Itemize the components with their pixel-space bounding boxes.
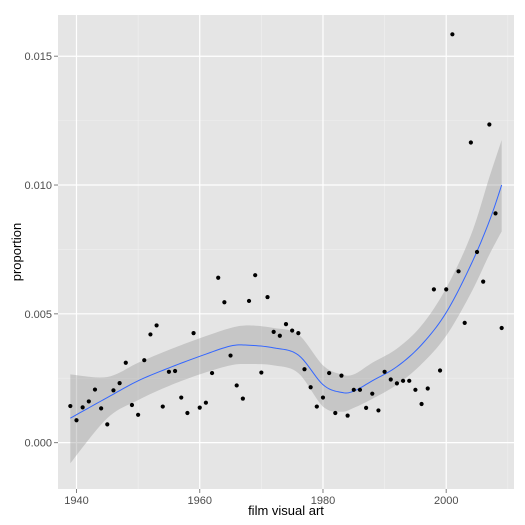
data-point	[129, 402, 135, 408]
data-point	[179, 395, 184, 400]
data-point	[166, 369, 172, 374]
data-point	[437, 368, 443, 373]
smooth-line	[70, 184, 503, 419]
data-point	[388, 377, 393, 382]
data-point	[117, 381, 122, 386]
data-point	[481, 279, 486, 284]
data-point	[99, 406, 104, 411]
data-point	[111, 388, 116, 393]
data-point	[271, 329, 276, 334]
data-point	[68, 403, 73, 409]
data-point	[142, 358, 147, 363]
data-point	[456, 269, 461, 274]
data-point	[259, 370, 264, 375]
data-point	[327, 370, 332, 376]
data-point	[123, 360, 128, 365]
data-point	[92, 387, 98, 392]
data-point	[154, 323, 159, 328]
data-point	[345, 413, 350, 418]
data-point	[376, 408, 381, 413]
data-point	[370, 391, 375, 396]
data-point	[80, 405, 85, 410]
data-point	[209, 370, 215, 376]
data-point	[160, 404, 165, 409]
x-tick-label: 2000	[434, 495, 458, 507]
y-axis-ticks: 0.000 0.005 0.010 0.015	[24, 51, 58, 450]
data-point	[277, 333, 282, 338]
data-point	[253, 273, 258, 278]
data-point	[86, 399, 91, 404]
data-point	[290, 328, 295, 333]
data-point	[148, 332, 153, 337]
data-point	[228, 353, 233, 358]
major-grid	[58, 15, 514, 489]
data-point	[191, 331, 196, 336]
data-point	[493, 211, 498, 216]
data-point	[499, 325, 504, 331]
data-point	[265, 294, 270, 300]
x-axis-ticks: 1940 1960 1980 2000	[64, 489, 458, 507]
data-point	[444, 287, 449, 292]
data-point	[474, 249, 480, 255]
data-point	[314, 404, 319, 409]
data-point	[382, 369, 387, 374]
data-point	[394, 381, 400, 386]
y-tick-label: 0.015	[24, 51, 52, 63]
data-point	[333, 410, 338, 416]
data-point	[407, 378, 412, 383]
plot-panel	[58, 15, 514, 489]
data-point	[105, 422, 110, 427]
y-tick-label: 0.000	[24, 438, 52, 450]
confidence-ribbon	[70, 139, 502, 464]
data-point	[308, 385, 313, 390]
data-point	[419, 401, 424, 407]
data-point	[357, 387, 363, 392]
data-point	[216, 275, 221, 280]
data-point	[468, 140, 473, 145]
data-point	[462, 320, 467, 325]
x-tick-label: 1980	[311, 495, 335, 507]
x-tick-label: 1940	[64, 495, 88, 507]
data-point	[450, 32, 455, 37]
data-point	[246, 298, 252, 304]
data-point	[413, 387, 418, 392]
data-points	[68, 32, 504, 427]
x-tick-label: 1960	[187, 495, 211, 507]
data-point	[185, 410, 190, 416]
data-point	[487, 122, 492, 127]
x-axis-title: film visual art	[248, 503, 324, 518]
minor-grid	[58, 15, 514, 489]
data-point	[234, 383, 239, 388]
data-point	[296, 331, 301, 336]
data-point	[240, 396, 245, 401]
data-point	[320, 395, 326, 400]
data-point	[400, 378, 406, 383]
data-point	[136, 412, 141, 417]
data-point	[172, 368, 178, 374]
data-point	[203, 400, 208, 405]
data-point	[351, 387, 356, 392]
data-point	[197, 405, 202, 410]
data-point	[302, 367, 307, 372]
data-point	[425, 386, 430, 391]
data-point	[222, 300, 227, 305]
y-tick-label: 0.005	[24, 309, 52, 321]
data-point	[283, 322, 289, 327]
y-axis-title: proportion	[9, 223, 24, 282]
data-point	[74, 418, 79, 423]
data-point	[431, 287, 436, 292]
data-point	[364, 405, 369, 410]
data-point	[339, 373, 344, 378]
y-tick-label: 0.010	[24, 180, 52, 192]
